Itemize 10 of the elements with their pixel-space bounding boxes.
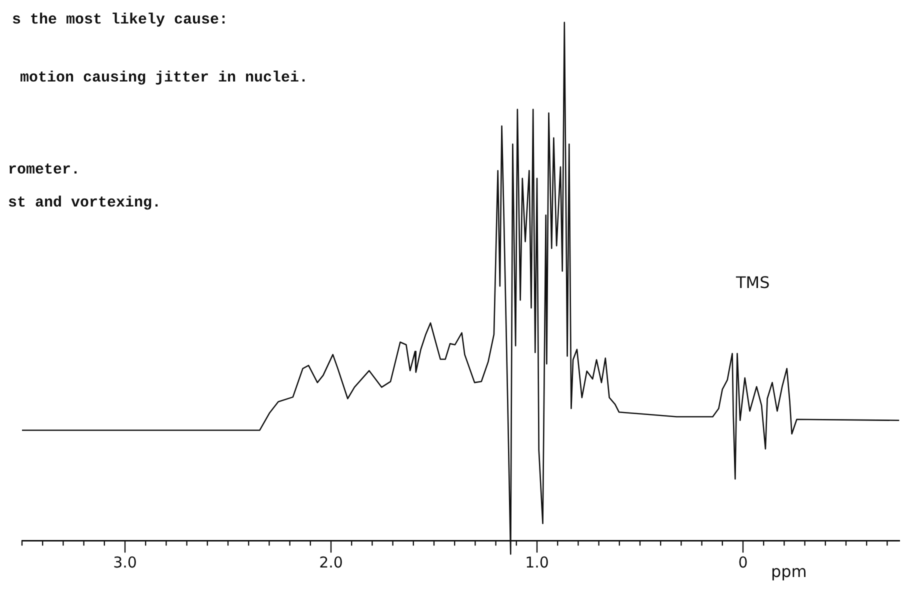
annotation: TMS (735, 273, 770, 292)
x-tick-label: 0 (738, 554, 748, 572)
x-tick-label: 3.0 (113, 554, 137, 572)
annotation: st and vortexing. (8, 194, 162, 212)
annotation: s the most likely cause: (12, 11, 228, 28)
x-tick-label: 2.0 (319, 554, 343, 572)
x-axis-title: ppm (771, 562, 807, 581)
annotation: rometer. (8, 161, 80, 178)
x-tick-label: 1.0 (525, 554, 549, 572)
annotation: motion causing jitter in nuclei. (20, 69, 308, 86)
